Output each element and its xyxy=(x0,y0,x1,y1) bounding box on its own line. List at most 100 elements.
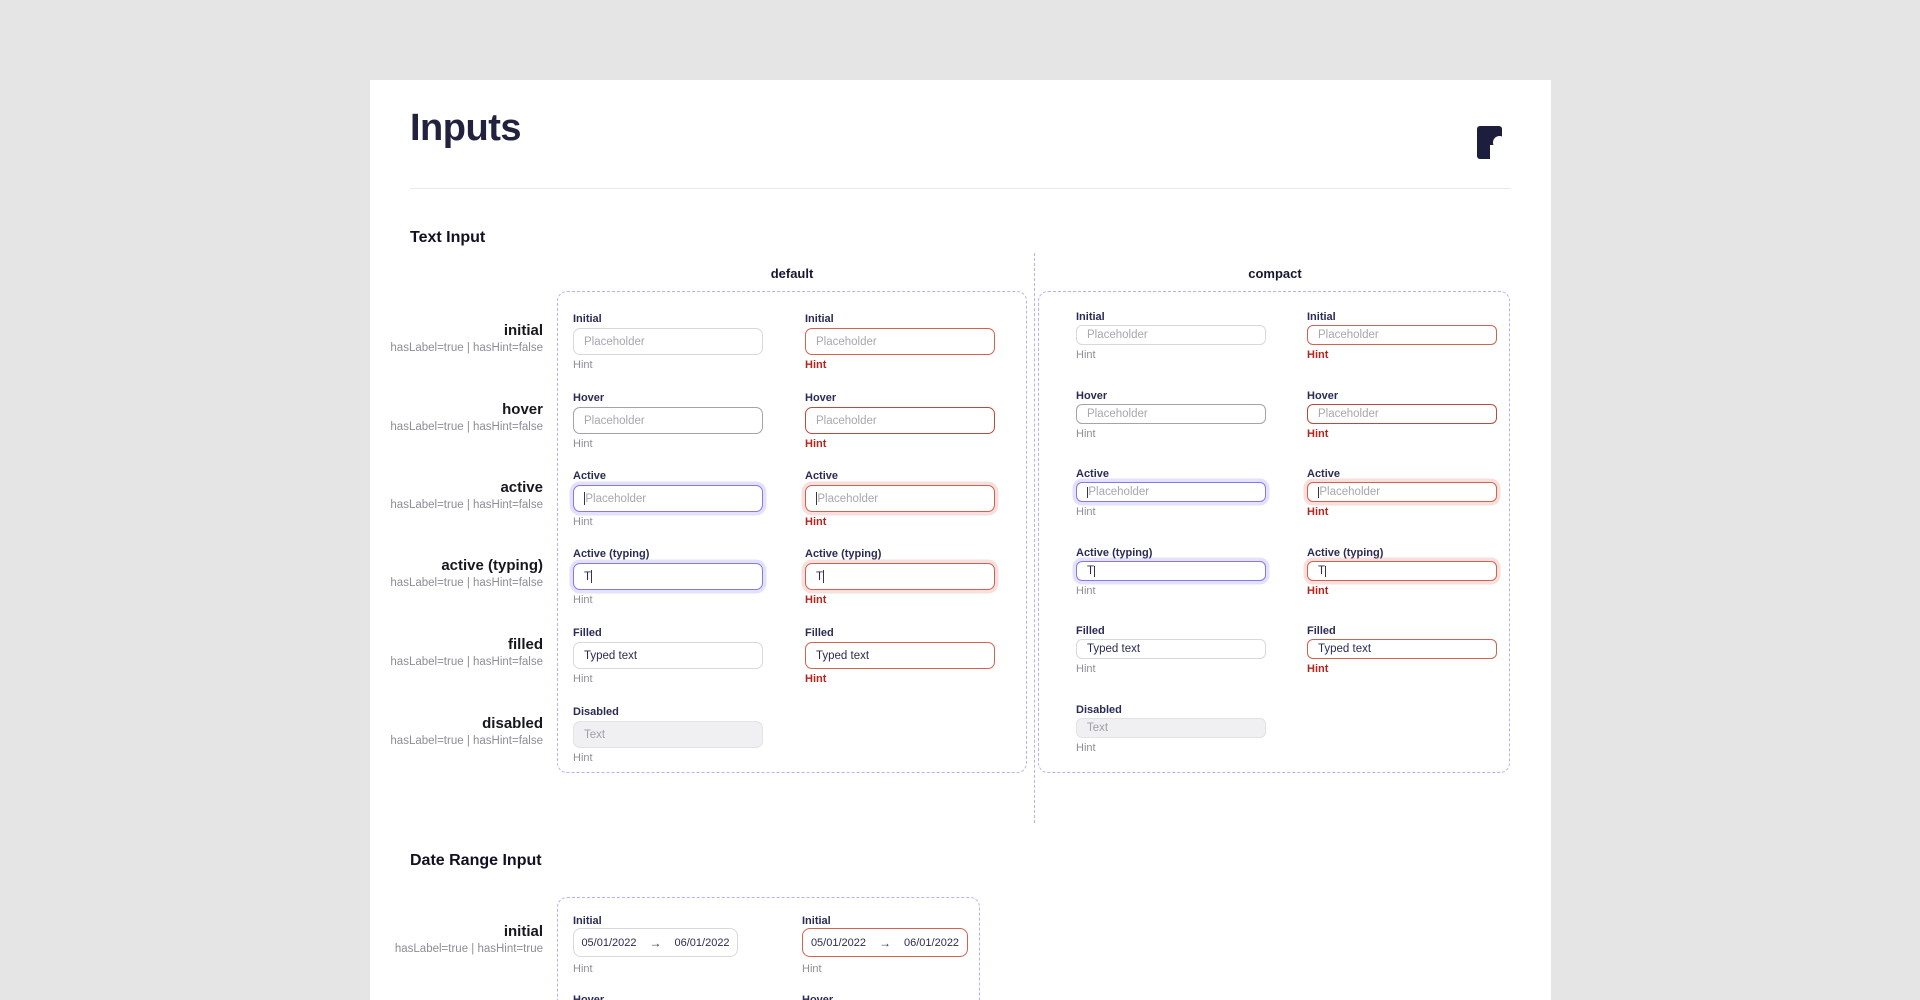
field-label: Hover xyxy=(573,392,605,404)
text-input-default-filled[interactable]: Typed text xyxy=(573,642,763,669)
date-range-panel xyxy=(557,897,980,1000)
arrow-right-icon: → xyxy=(879,935,891,950)
text-input-compact-error-typing[interactable]: T xyxy=(1307,561,1497,581)
placeholder-text: Placeholder xyxy=(585,492,647,505)
field-label: Disabled xyxy=(573,706,619,718)
text-input-compact-error-hover[interactable]: Placeholder xyxy=(1307,404,1497,424)
field-label: Initial xyxy=(1076,311,1105,323)
field-label: Hover xyxy=(1307,390,1339,402)
text-input-default-error-filled[interactable]: Typed text xyxy=(805,642,995,669)
field-label: Active xyxy=(1307,468,1341,480)
title-divider xyxy=(410,188,1511,189)
hint-text: Hint xyxy=(1076,349,1096,361)
text-input-default-error-active[interactable]: Placeholder xyxy=(805,485,995,512)
input-value: Text xyxy=(1087,722,1109,734)
hint-text-error: Hint xyxy=(1307,506,1329,518)
text-input-compact-initial[interactable]: Placeholder xyxy=(1076,325,1266,345)
input-value: Typed text xyxy=(1318,643,1372,655)
hint-text-error: Hint xyxy=(1307,428,1329,440)
text-input-default-hover[interactable]: Placeholder xyxy=(573,407,763,434)
hint-text: Hint xyxy=(1076,742,1096,754)
field-label: Active xyxy=(573,470,607,482)
state-row-label-hover: hover hasLabel=true | hasHint=false xyxy=(390,401,543,434)
field-label: Initial xyxy=(802,915,831,927)
text-input-default-initial[interactable]: Placeholder xyxy=(573,328,763,355)
date-range-input-error-initial[interactable]: 05/01/2022 → 06/01/2022 xyxy=(802,928,968,957)
text-caret xyxy=(1318,486,1320,498)
column-header-compact: compact xyxy=(1248,266,1302,281)
hint-text: Hint xyxy=(573,516,593,528)
compact-variant-panel xyxy=(1038,291,1510,773)
input-value: T xyxy=(1318,565,1326,577)
text-input-default-error-initial[interactable]: Placeholder xyxy=(805,328,995,355)
text-input-default-typing[interactable]: T xyxy=(573,563,763,590)
input-value: Typed text xyxy=(816,649,870,662)
text-input-compact-error-active[interactable]: Placeholder xyxy=(1307,482,1497,502)
input-value: T xyxy=(816,570,824,583)
state-row-label-filled: filled hasLabel=true | hasHint=false xyxy=(390,636,543,669)
text-caret xyxy=(1325,565,1327,577)
hint-text: Hint xyxy=(573,594,593,606)
hint-text-error: Hint xyxy=(805,359,827,371)
text-caret xyxy=(584,492,586,505)
page-title: Inputs xyxy=(410,107,521,149)
brand-logo-icon xyxy=(1477,126,1506,161)
hint-text-error: Hint xyxy=(805,594,827,606)
field-label: Active (typing) xyxy=(573,548,650,560)
placeholder-text: Placeholder xyxy=(1319,486,1381,498)
field-label: Filled xyxy=(805,627,834,639)
text-input-compact-error-initial[interactable]: Placeholder xyxy=(1307,325,1497,345)
field-label-hover-clipped: Hover xyxy=(573,994,605,1000)
text-input-compact-hover[interactable]: Placeholder xyxy=(1076,404,1266,424)
hint-text-error: Hint xyxy=(805,673,827,685)
placeholder-text: Placeholder xyxy=(1318,329,1379,341)
text-input-compact-disabled: Text xyxy=(1076,718,1266,738)
text-caret xyxy=(816,492,818,505)
start-date: 05/01/2022 xyxy=(581,936,637,949)
state-row-label-active: active hasLabel=true | hasHint=false xyxy=(390,479,543,512)
text-input-compact-filled[interactable]: Typed text xyxy=(1076,639,1266,659)
text-input-compact-active[interactable]: Placeholder xyxy=(1076,482,1266,502)
placeholder-text: Placeholder xyxy=(1318,408,1379,420)
field-label: Filled xyxy=(1076,625,1105,637)
text-input-compact-typing[interactable]: T xyxy=(1076,561,1266,581)
text-caret xyxy=(1087,486,1089,498)
field-label: Filled xyxy=(1307,625,1336,637)
placeholder-text: Placeholder xyxy=(1087,329,1148,341)
arrow-right-icon: → xyxy=(649,935,662,950)
text-input-default-error-typing[interactable]: T xyxy=(805,563,995,590)
placeholder-text: Placeholder xyxy=(816,414,877,427)
hint-text: Hint xyxy=(573,963,593,975)
variant-divider xyxy=(1034,253,1035,823)
text-caret xyxy=(591,570,593,583)
input-value: Typed text xyxy=(584,649,638,662)
text-input-compact-error-filled[interactable]: Typed text xyxy=(1307,639,1497,659)
input-value: T xyxy=(584,570,592,583)
field-label-hover-clipped: Hover xyxy=(802,994,834,1000)
input-value: Text xyxy=(584,728,606,741)
field-label: Initial xyxy=(573,313,602,325)
field-label: Disabled xyxy=(1076,704,1122,716)
section-heading-date-range: Date Range Input xyxy=(410,852,542,869)
state-row-label-disabled: disabled hasLabel=true | hasHint=false xyxy=(390,715,543,748)
field-label: Filled xyxy=(573,627,602,639)
hint-text: Hint xyxy=(1076,663,1096,675)
state-row-label-date-initial: initial hasLabel=true | hasHint=true xyxy=(394,923,543,956)
field-label: Hover xyxy=(1076,390,1108,402)
text-input-default-disabled: Text xyxy=(573,721,763,748)
placeholder-text: Placeholder xyxy=(817,492,879,505)
text-input-default-error-hover[interactable]: Placeholder xyxy=(805,407,995,434)
state-row-label-initial: initial hasLabel=true | hasHint=false xyxy=(390,322,543,355)
field-label: Initial xyxy=(573,915,602,927)
placeholder-text: Placeholder xyxy=(584,414,645,427)
input-value: T xyxy=(1087,565,1095,577)
section-heading-text-input: Text Input xyxy=(410,229,486,246)
text-input-default-active[interactable]: Placeholder xyxy=(573,485,763,512)
field-label: Active (typing) xyxy=(1307,547,1384,559)
field-label: Initial xyxy=(805,313,834,325)
hint-text: Hint xyxy=(573,438,593,450)
hint-text-error: Hint xyxy=(1307,349,1329,361)
field-label: Active (typing) xyxy=(1076,547,1153,559)
date-range-input-initial[interactable]: 05/01/2022 → 06/01/2022 xyxy=(573,928,738,957)
